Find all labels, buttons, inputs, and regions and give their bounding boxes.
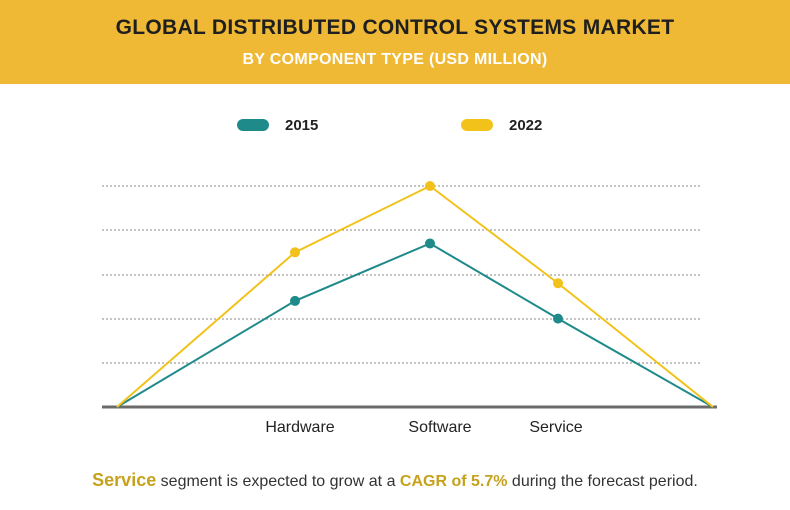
series-line-2022 xyxy=(116,184,714,408)
chart-header: GLOBAL DISTRIBUTED CONTROL SYSTEMS MARKE… xyxy=(0,0,790,84)
footer-segment: Service xyxy=(92,470,157,490)
data-point-2015-software xyxy=(425,238,435,249)
legend-label-2022: 2022 xyxy=(509,116,543,134)
chart-subtitle: BY COMPONENT TYPE (USD MILLION) xyxy=(242,51,548,68)
footer-text-mid: segment is expected to grow at a xyxy=(156,473,400,490)
data-point-2022-software xyxy=(425,181,435,191)
footer-cagr: CAGR of 5.7% xyxy=(399,473,508,490)
data-point-2022-hardware xyxy=(290,247,300,258)
x-tick-label-software: Software xyxy=(408,419,471,436)
data-point-2015-service xyxy=(553,313,563,324)
legend-label-2015: 2015 xyxy=(285,116,319,134)
legend-swatch-2015 xyxy=(237,119,269,131)
legend-item-2015: 2015 xyxy=(237,116,318,134)
series-line-2015 xyxy=(116,242,714,408)
x-tick-label-service: Service xyxy=(529,419,582,436)
data-point-2015-hardware xyxy=(290,295,300,306)
footer-text-end: during the forecast period. xyxy=(507,473,698,490)
chart-title: GLOBAL DISTRIBUTED CONTROL SYSTEMS MARKE… xyxy=(115,16,675,39)
legend-swatch-2022 xyxy=(461,119,493,131)
footer-note: Service segment is expected to grow at a… xyxy=(0,470,790,491)
data-point-2022-service xyxy=(553,278,563,289)
x-tick-label-hardware: Hardware xyxy=(265,419,334,436)
legend-item-2022: 2022 xyxy=(461,116,542,134)
